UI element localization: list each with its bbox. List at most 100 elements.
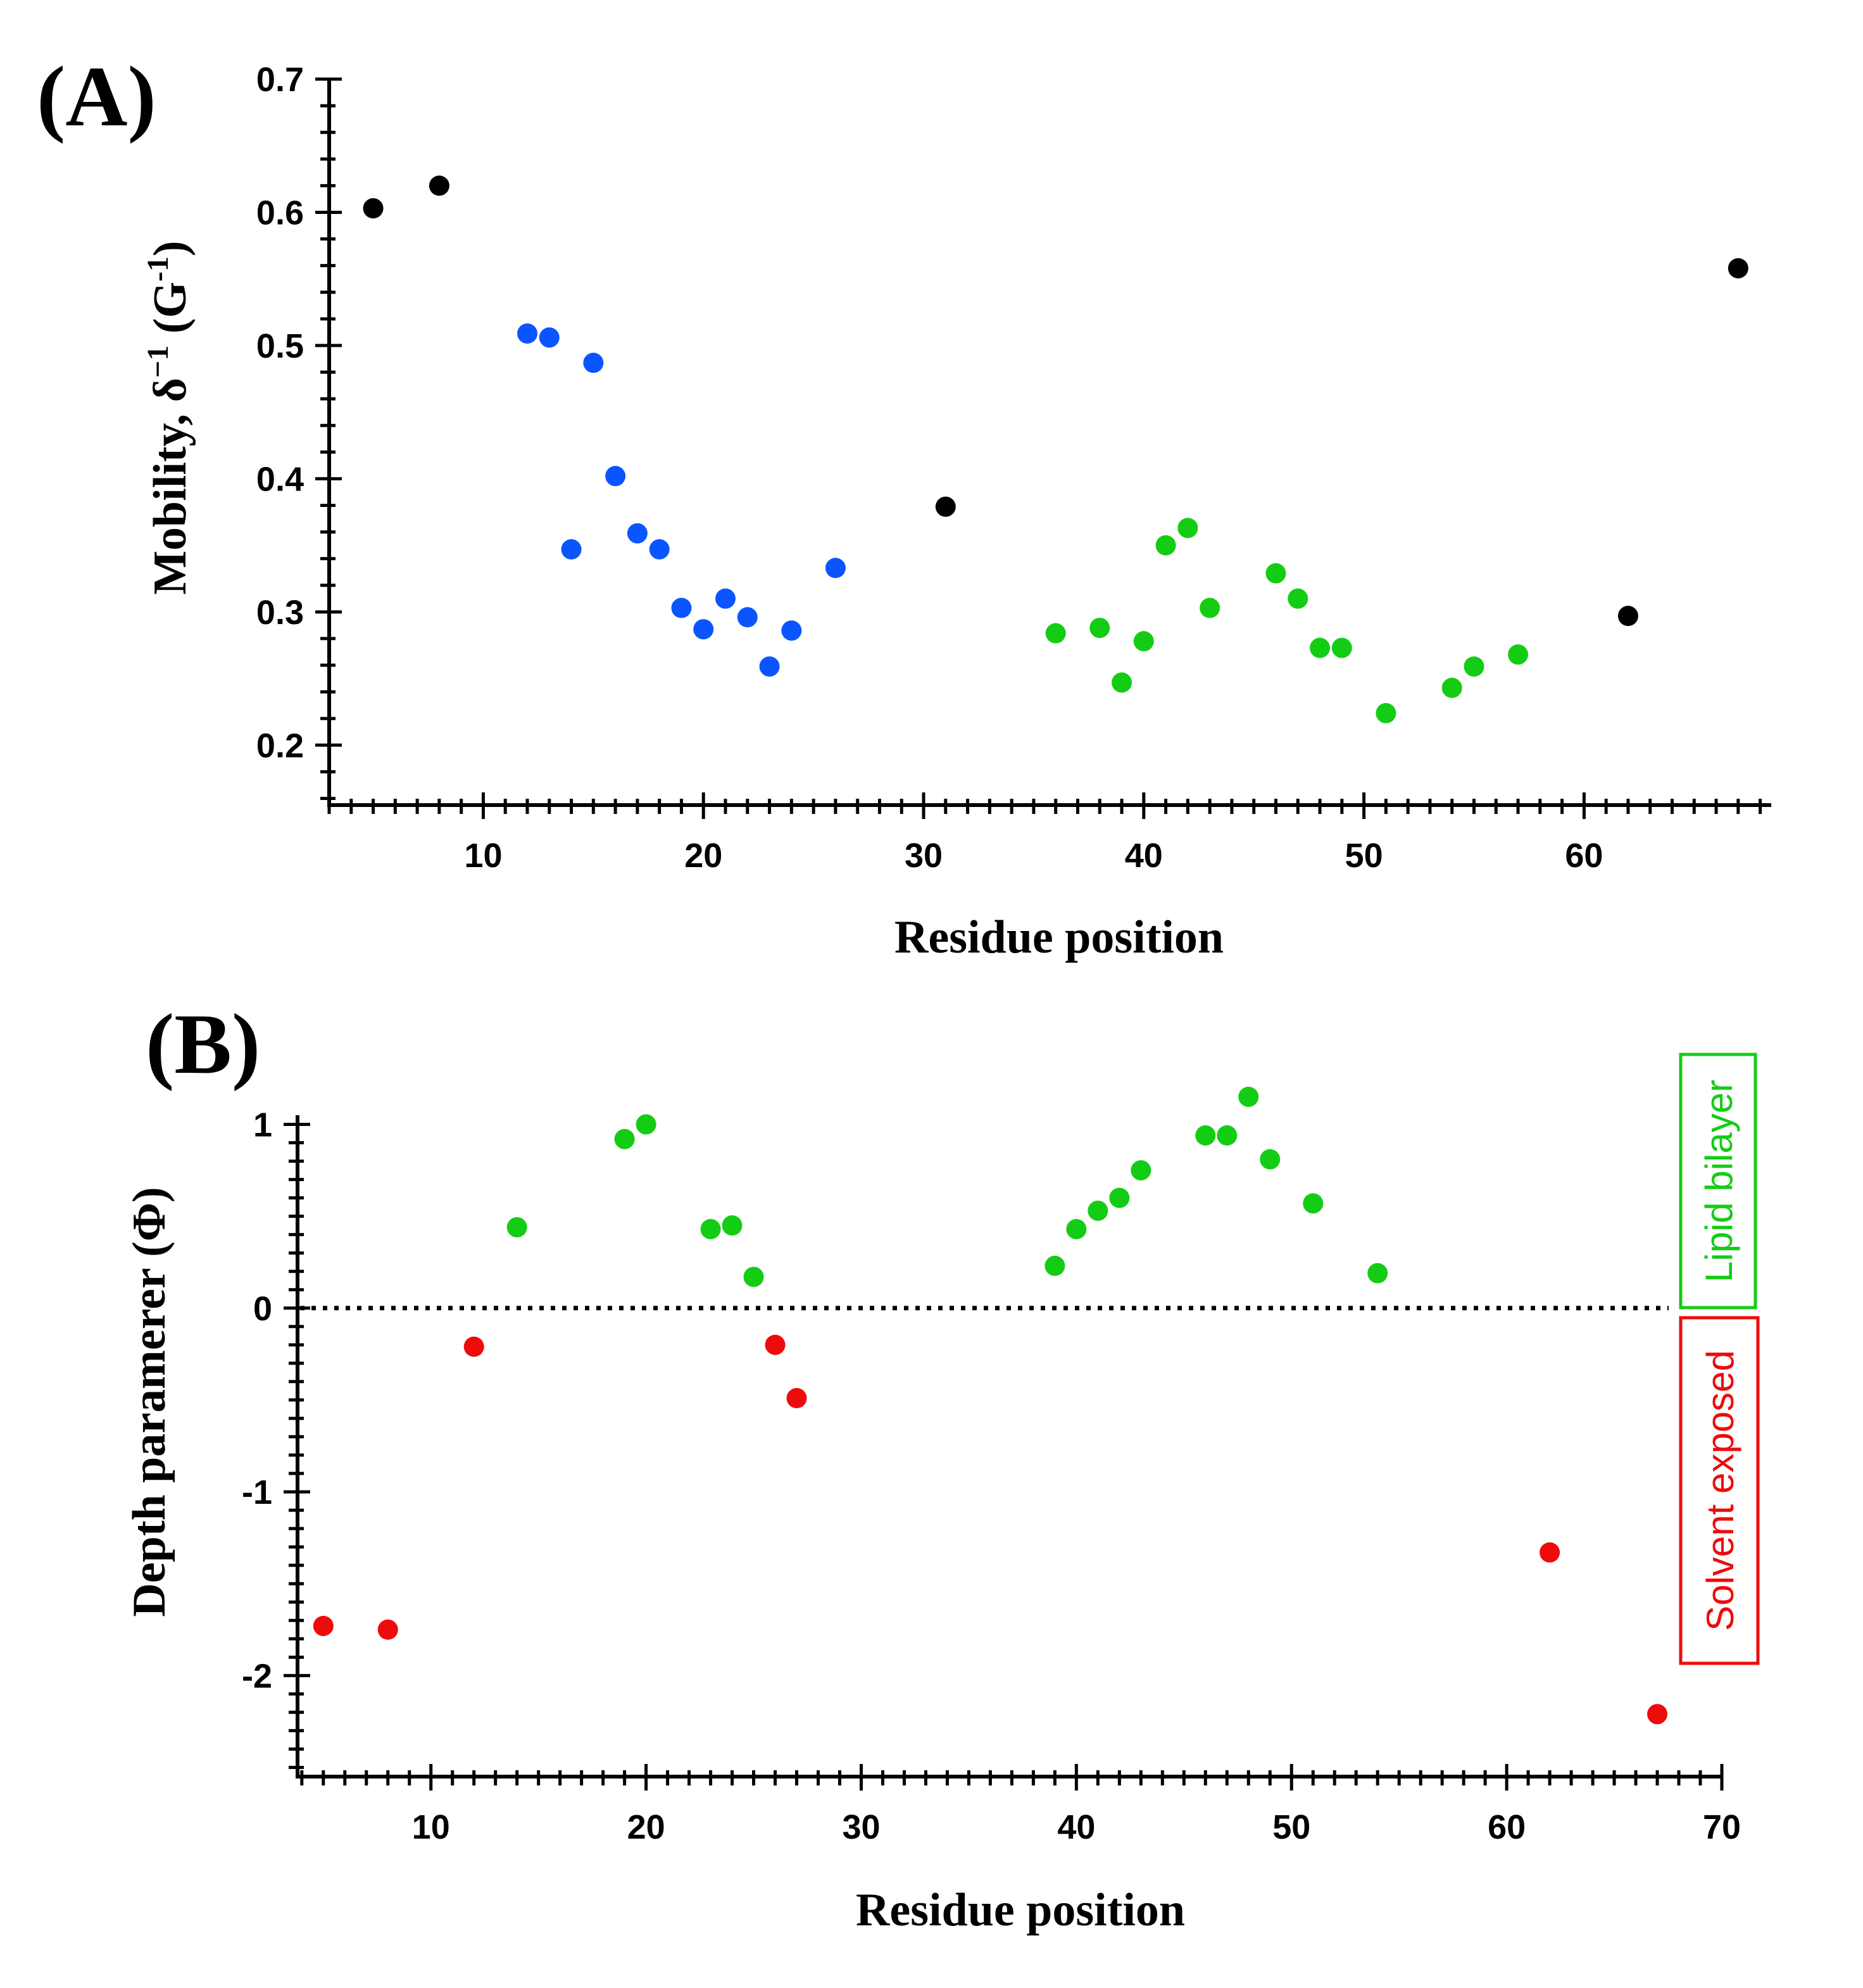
data-point-green	[1288, 588, 1308, 609]
data-point-blue	[693, 619, 714, 640]
data-point-red	[463, 1336, 484, 1357]
data-point-blue	[627, 523, 648, 544]
data-point-green	[506, 1217, 527, 1238]
data-point-blue	[781, 620, 802, 641]
data-point-blue	[825, 558, 846, 578]
lipid-bilayer-box	[1679, 1053, 1757, 1310]
panel-a-x-tick-labels: 10 20 30 40 50 60	[464, 837, 1603, 875]
data-point-green	[1441, 677, 1462, 698]
data-point-green	[743, 1266, 764, 1287]
data-point-green	[1133, 631, 1154, 652]
x-tick-label: 50	[1272, 1808, 1310, 1846]
data-point-green	[1088, 1200, 1108, 1221]
data-point-green	[1112, 672, 1132, 693]
panel-a-y-axis-title: Mobility, δ−1 (G-1)	[141, 241, 196, 594]
panel-b-y-tick-labels: -2 -1 0 1	[242, 1106, 272, 1696]
x-tick-label: 50	[1345, 837, 1383, 875]
x-tick-label: 60	[1488, 1808, 1526, 1846]
data-point-green	[700, 1218, 721, 1239]
x-tick-label: 40	[1125, 837, 1163, 875]
panel-a-axes	[327, 79, 1771, 807]
lipid-bilayer-region-label: Lipid bilayer	[1679, 1053, 1757, 1310]
data-point-green	[1195, 1125, 1216, 1146]
panel-b-x-tick-labels: 10 20 30 40 50 60 70	[412, 1808, 1741, 1846]
data-point-green	[1303, 1193, 1324, 1214]
y-tick-label: 0.4	[256, 460, 304, 498]
data-point-blue	[517, 323, 538, 344]
data-point-red	[786, 1388, 807, 1409]
data-point-green	[1066, 1218, 1087, 1239]
data-point-blue	[671, 597, 692, 618]
data-point-green	[636, 1114, 656, 1135]
x-tick-label: 30	[905, 837, 943, 875]
x-tick-label: 30	[842, 1808, 880, 1846]
data-point-green	[1508, 644, 1529, 665]
data-point-green	[1464, 656, 1484, 677]
data-point-green	[1045, 623, 1066, 644]
data-point-red	[1540, 1542, 1560, 1563]
data-point-blue	[539, 327, 560, 348]
solvent-exposed-region-label: Solvent exposed	[1679, 1316, 1760, 1665]
data-point-red	[313, 1615, 334, 1636]
panel-b-points	[313, 1086, 1668, 1725]
data-point-green	[1200, 597, 1220, 618]
data-point-green	[1044, 1256, 1065, 1277]
panel-a: (A) 0.2 0.3 0.4 0.5 0.6 0.7 10 20 30 40 50 60 Resi…	[37, 49, 1771, 963]
solvent-exposed-box	[1679, 1316, 1760, 1665]
data-point-green	[1367, 1263, 1388, 1284]
data-point-black	[429, 175, 449, 196]
x-tick-label: 70	[1703, 1808, 1741, 1846]
y-tick-label: 1	[253, 1106, 272, 1144]
data-point-green	[614, 1128, 635, 1149]
panel-b-x-axis-title: Residue position	[856, 1884, 1185, 1936]
y-tick-label: 0.3	[256, 594, 304, 632]
data-point-green	[1217, 1125, 1238, 1146]
data-point-black	[1617, 606, 1638, 627]
data-point-green	[1131, 1160, 1151, 1181]
x-tick-label: 10	[412, 1808, 450, 1846]
panel-b-axes	[296, 1115, 1722, 1779]
data-point-green	[722, 1215, 743, 1236]
data-point-green	[1177, 518, 1198, 539]
y-tick-label: 0.2	[256, 727, 304, 765]
x-tick-label: 10	[464, 837, 502, 875]
data-point-black	[363, 198, 384, 219]
y-tick-label: 0	[253, 1290, 272, 1328]
data-point-green	[1310, 637, 1331, 658]
data-point-green	[1238, 1086, 1259, 1107]
y-tick-label: -1	[242, 1473, 272, 1511]
data-point-red	[377, 1619, 398, 1640]
data-point-blue	[605, 466, 626, 487]
panel-a-ticks	[315, 77, 1762, 819]
x-tick-label: 20	[627, 1808, 665, 1846]
panel-b-label: (B)	[146, 997, 260, 1092]
panel-b-ticks	[284, 1123, 1724, 1791]
panel-b: (B) -2 -1 0 1 10 20 30 40 50 60 70 Residue positi…	[123, 997, 1760, 1936]
y-tick-label: 0.7	[256, 61, 304, 99]
x-tick-label: 60	[1565, 837, 1603, 875]
data-point-red	[1647, 1704, 1668, 1725]
x-tick-label: 20	[684, 837, 722, 875]
data-point-blue	[583, 353, 604, 373]
data-point-black	[935, 496, 956, 517]
y-tick-label: 0.5	[256, 327, 304, 365]
data-point-blue	[715, 588, 736, 609]
y-tick-label: 0.6	[256, 194, 304, 232]
panel-a-points	[363, 175, 1748, 723]
data-point-green	[1376, 703, 1396, 723]
panel-b-y-axis-title: Depth paramerer (Φ)	[123, 1187, 175, 1616]
data-point-green	[1260, 1149, 1281, 1170]
data-point-blue	[737, 607, 758, 628]
data-point-blue	[561, 539, 582, 560]
panel-a-x-axis-title: Residue position	[894, 911, 1224, 963]
data-point-green	[1331, 637, 1352, 658]
data-point-black	[1728, 258, 1748, 278]
panel-a-label: (A)	[37, 49, 156, 144]
lipid-bilayer-label: Lipid bilayer	[1698, 1080, 1740, 1282]
data-point-blue	[649, 539, 670, 560]
data-point-green	[1265, 563, 1286, 584]
x-tick-label: 40	[1057, 1808, 1095, 1846]
data-point-red	[765, 1334, 786, 1355]
solvent-exposed-label: Solvent exposed	[1699, 1350, 1741, 1631]
